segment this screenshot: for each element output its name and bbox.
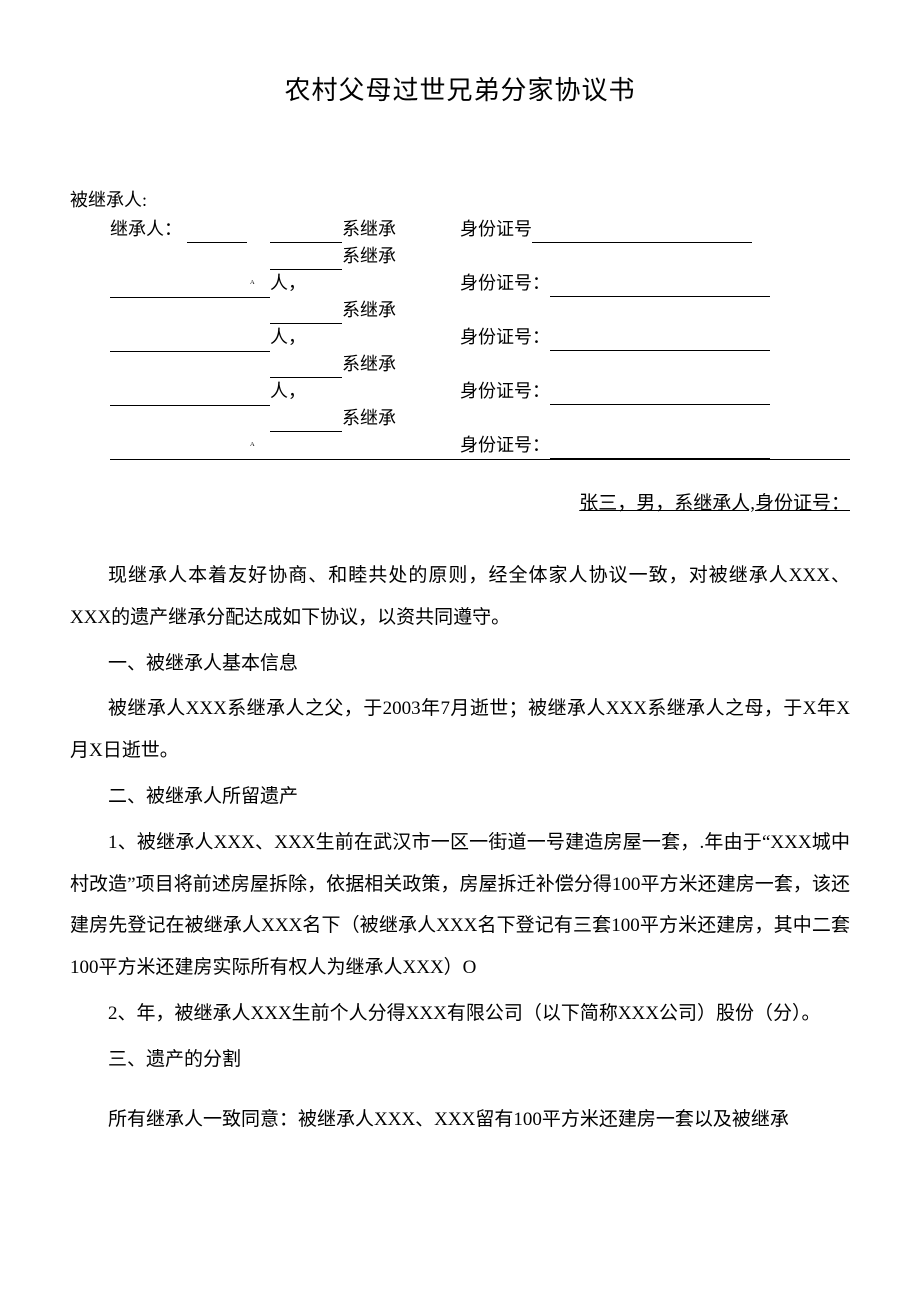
heir-row: ᴬ 系继承 身份证号：	[110, 405, 850, 460]
blank-field[interactable]	[270, 359, 342, 378]
blank-field[interactable]	[270, 305, 342, 324]
is-heir-text: 系继承	[342, 408, 396, 428]
body-text: 现继承人本着友好协商、和睦共处的原则，经全体家人协议一致，对被继承人XXX、XX…	[70, 555, 850, 1140]
heir-row: ᴬ 系继承 人， 身份证号：	[110, 243, 850, 297]
paragraph: 1、被继承人XXX、XXX生前在武汉市一区一街道一号建造房屋一套，.年由于“XX…	[70, 822, 850, 989]
blank-field[interactable]	[550, 386, 770, 405]
paragraph: 现继承人本着友好协商、和睦共处的原则，经全体家人协议一致，对被继承人XXX、XX…	[70, 555, 850, 639]
heir-row: 继承人： 系继承 身份证号	[110, 216, 850, 243]
id-label: 身份证号：	[460, 381, 550, 401]
section-heading: 三、遗产的分割	[70, 1039, 850, 1081]
id-label: 身份证号：	[460, 273, 550, 293]
heirs-table-wrap: 继承人： 系继承 身份证号 ᴬ	[110, 216, 850, 460]
blank-field[interactable]	[550, 278, 770, 297]
blank-field[interactable]	[270, 251, 342, 270]
blank-field[interactable]	[270, 224, 342, 243]
tiny-mark: ᴬ	[250, 440, 255, 452]
named-heir-line: 张三，男，系继承人,身份证号：	[70, 488, 850, 515]
paragraph: 被继承人XXX系继承人之父，于2003年7月逝世；被继承人XXX系继承人之母，于…	[70, 688, 850, 772]
blank-field[interactable]	[532, 224, 752, 243]
is-heir-text: 系继承	[342, 219, 396, 239]
named-heir-text: 张三，男，系继承人,身份证号：	[579, 493, 850, 514]
blank-field[interactable]	[550, 332, 770, 351]
blank-field[interactable]	[270, 413, 342, 432]
tiny-mark: ᴬ	[250, 278, 255, 290]
heirs-block: 被继承人: 继承人： 系继承 身份证号	[70, 187, 850, 460]
blank-field[interactable]	[187, 222, 247, 243]
heir-label: 继承人：	[110, 219, 182, 239]
person-text: 人，	[270, 273, 306, 293]
id-label: 身份证号：	[460, 327, 550, 347]
blank-field[interactable]	[550, 440, 770, 459]
section-heading: 一、被继承人基本信息	[70, 643, 850, 685]
heir-row: 系继承 人， 身份证号：	[110, 351, 850, 405]
heirs-table: 继承人： 系继承 身份证号 ᴬ	[110, 216, 850, 460]
person-text: 人，	[270, 327, 306, 347]
document-title: 农村父母过世兄弟分家协议书	[70, 70, 850, 107]
id-label: 身份证号	[460, 219, 532, 239]
heir-row: 系继承 人， 身份证号：	[110, 297, 850, 351]
section-heading: 二、被继承人所留遗产	[70, 776, 850, 818]
paragraph: 所有继承人一致同意：被继承人XXX、XXX留有100平方米还建房一套以及被继承	[70, 1099, 850, 1141]
decedent-label: 被继承人:	[70, 190, 147, 210]
id-label: 身份证号：	[460, 435, 550, 455]
document-page: 农村父母过世兄弟分家协议书 被继承人: 继承人： 系继承 身份证号	[0, 0, 920, 1301]
is-heir-text: 系继承	[342, 354, 396, 374]
person-text: 人，	[270, 381, 306, 401]
decedent-line: 被继承人:	[70, 187, 850, 214]
paragraph: 2、年，被继承人XXX生前个人分得XXX有限公司（以下简称XXX公司）股份（分）…	[70, 993, 850, 1035]
is-heir-text: 系继承	[342, 300, 396, 320]
is-heir-text: 系继承	[342, 246, 396, 266]
